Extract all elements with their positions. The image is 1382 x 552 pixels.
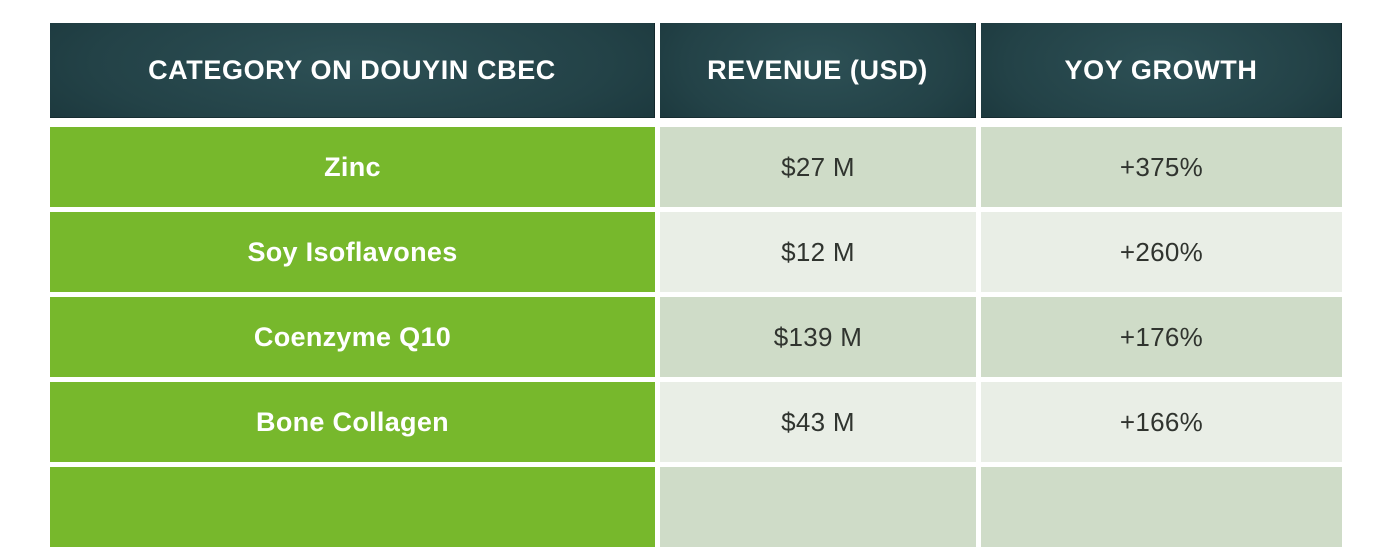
column-header-revenue: REVENUE (USD) [660, 23, 976, 118]
column-header-category: CATEGORY ON DOUYIN CBEC [50, 23, 655, 118]
table-row: Zinc $27 M +375% [50, 127, 1342, 207]
category-cell: Coenzyme Q10 [50, 297, 655, 377]
growth-cell: +375% [981, 127, 1342, 207]
category-cell: Zinc [50, 127, 655, 207]
table-row-partial [50, 467, 1342, 547]
growth-cell: +166% [981, 382, 1342, 462]
growth-cell [981, 467, 1342, 547]
table-row: Bone Collagen $43 M +166% [50, 382, 1342, 462]
category-cell [50, 467, 655, 547]
category-cell: Bone Collagen [50, 382, 655, 462]
growth-cell: +260% [981, 212, 1342, 292]
column-header-yoy-growth: YOY GROWTH [981, 23, 1342, 118]
revenue-cell: $43 M [660, 382, 976, 462]
revenue-cell [660, 467, 976, 547]
douyin-cbec-category-table: CATEGORY ON DOUYIN CBEC REVENUE (USD) YO… [50, 23, 1342, 552]
revenue-cell: $27 M [660, 127, 976, 207]
growth-cell: +176% [981, 297, 1342, 377]
table-row: Soy Isoflavones $12 M +260% [50, 212, 1342, 292]
table-row: Coenzyme Q10 $139 M +176% [50, 297, 1342, 377]
slide-canvas: { "chart_data": { "type": "table", "titl… [50, 23, 1342, 547]
table-header-row: CATEGORY ON DOUYIN CBEC REVENUE (USD) YO… [50, 23, 1342, 118]
revenue-cell: $139 M [660, 297, 976, 377]
category-cell: Soy Isoflavones [50, 212, 655, 292]
revenue-cell: $12 M [660, 212, 976, 292]
